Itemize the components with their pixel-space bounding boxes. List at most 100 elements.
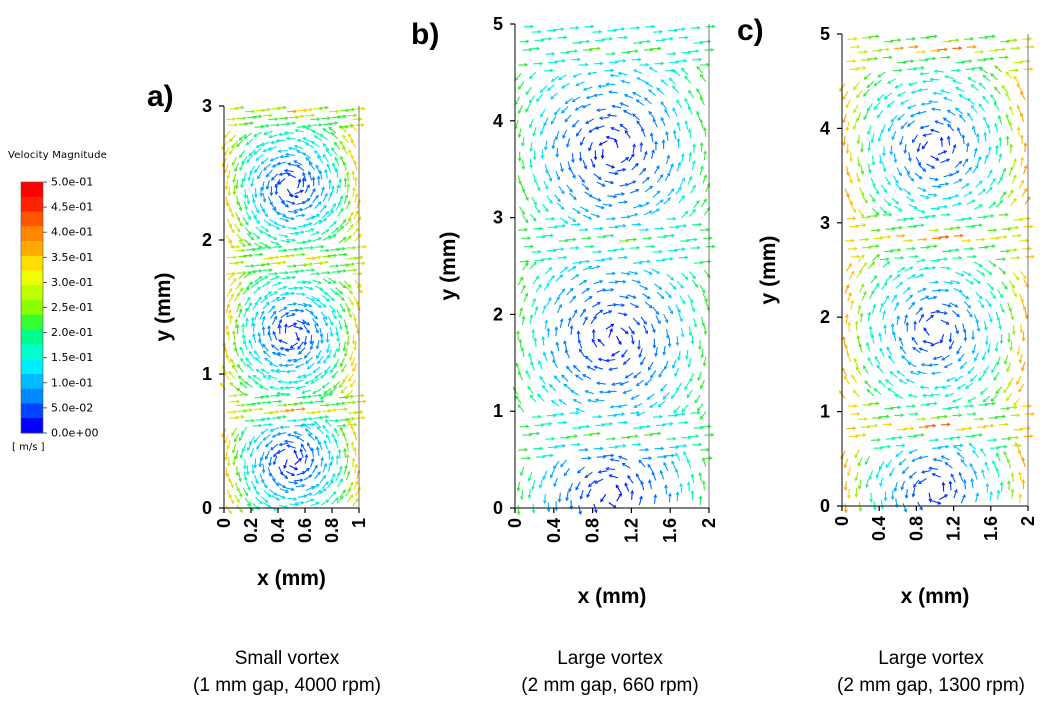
arrow-head [317, 471, 321, 476]
arrow-head [240, 415, 245, 419]
velocity-arrow [261, 281, 270, 288]
arrow-head [286, 239, 291, 244]
velocity-arrow [260, 495, 269, 503]
arrow-head [242, 243, 246, 248]
arrow-head [334, 364, 338, 368]
velocity-arrow [224, 434, 229, 444]
velocity-arrow [337, 293, 345, 301]
legend-tick-label: 2.0e-01 [51, 326, 93, 339]
arrow-head [251, 322, 256, 327]
arrow-head [232, 277, 237, 282]
arrow-head [236, 499, 240, 504]
arrow-head [342, 284, 347, 289]
arrow-head [228, 239, 233, 244]
arrow-head [227, 479, 232, 484]
arrow-head [306, 321, 311, 326]
arrow-head [316, 271, 321, 276]
velocity-arrow [351, 441, 355, 452]
velocity-arrow [236, 388, 245, 395]
legend-swatch [21, 314, 43, 331]
arrow-head [269, 422, 274, 427]
velocity-arrow [254, 276, 263, 283]
velocity-arrow [278, 466, 283, 475]
velocity-arrow [246, 233, 255, 241]
arrow-head [285, 489, 290, 493]
arrow-head [342, 269, 347, 273]
velocity-arrow [261, 316, 265, 326]
legend-swatch [21, 255, 43, 272]
velocity-arrow [272, 331, 278, 341]
arrow-head [255, 281, 260, 285]
velocity-arrow [243, 471, 247, 481]
velocity-arrow [312, 465, 318, 474]
velocity-arrow [242, 334, 246, 344]
arrow-head [291, 313, 296, 317]
velocity-arrow [248, 351, 255, 360]
arrow-head [232, 329, 236, 334]
arrow-head [311, 268, 316, 272]
velocity-arrow [269, 291, 278, 297]
velocity-arrow [245, 281, 253, 289]
velocity-arrow [327, 209, 334, 218]
velocity-arrow [270, 443, 279, 451]
arrow-head [246, 447, 251, 452]
caption-c: Large vortex (2 mm gap, 1300 rpm) [806, 645, 1056, 699]
velocity-arrow [240, 358, 247, 367]
arrow-head [335, 264, 340, 268]
arrow-head [341, 246, 346, 251]
arrow-head [235, 324, 240, 328]
velocity-arrow [350, 379, 357, 388]
velocity-arrow [285, 216, 295, 220]
arrow-head [241, 323, 246, 328]
velocity-arrow [312, 318, 319, 327]
velocity-legend: Velocity Magnitude 5.0e-01 4.5e-01 4.0e-01… [0, 140, 130, 470]
velocity-arrow [305, 356, 313, 364]
arrow-head [325, 229, 330, 233]
velocity-arrow [258, 339, 264, 348]
arrow-head [359, 255, 364, 260]
legend-tick-label: 0.0e+00 [51, 427, 98, 440]
arrow-head [345, 453, 350, 458]
velocity-arrow [304, 454, 308, 464]
velocity-arrow [277, 286, 287, 291]
arrow-head [249, 408, 254, 412]
arrow-head [226, 445, 230, 450]
arrow-head [239, 509, 243, 513]
velocity-arrow [263, 350, 271, 358]
arrow-head [236, 244, 241, 249]
caption-a-line-1: Small vortex [234, 648, 340, 669]
arrow-head [316, 355, 320, 360]
velocity-arrow [337, 478, 343, 488]
arrow-head [299, 286, 304, 290]
arrow-head [333, 354, 337, 359]
velocity-arrow [322, 278, 332, 284]
velocity-arrow [244, 227, 252, 235]
velocity-arrow [246, 465, 249, 475]
velocity-arrow [302, 222, 312, 227]
velocity-arrow [265, 450, 270, 460]
arrow-head [307, 280, 312, 285]
arrow-head [348, 378, 352, 383]
arrow-head [252, 485, 257, 490]
velocity-arrow [262, 301, 270, 310]
velocity-arrow [238, 472, 242, 482]
velocity-arrow [328, 233, 337, 240]
velocity-arrow [245, 357, 252, 366]
arrow-head [327, 354, 331, 359]
velocity-arrow [262, 463, 265, 473]
velocity-arrow [318, 488, 327, 495]
velocity-arrow [277, 392, 287, 395]
arrow-head [350, 301, 354, 306]
velocity-arrow [245, 318, 248, 328]
legend-swatch [21, 388, 43, 404]
velocity-arrow [321, 211, 329, 219]
arrow-head [273, 315, 278, 320]
velocity-arrow [255, 296, 262, 305]
velocity-arrow [225, 450, 228, 460]
velocity-arrow [316, 350, 322, 359]
velocity-arrow [238, 308, 242, 318]
arrow-head [245, 221, 249, 226]
arrow-head [336, 338, 341, 343]
arrow-head [230, 484, 234, 489]
